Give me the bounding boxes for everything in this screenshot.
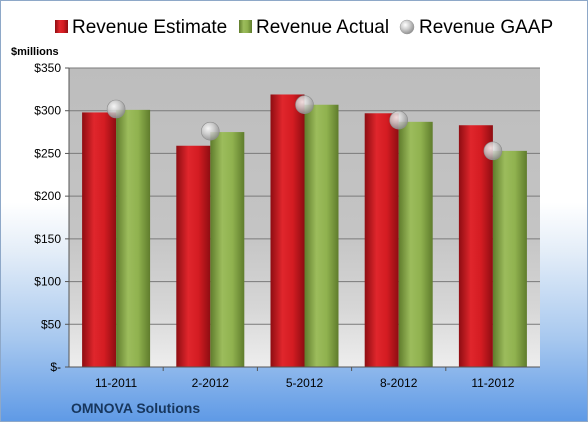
y-tick-label: $100	[34, 275, 61, 289]
gaap-marker	[201, 121, 220, 141]
x-tick-label: 11-2011	[95, 376, 138, 390]
bar-revenue-estimate	[458, 125, 493, 367]
legend-label-estimate: Revenue Estimate	[72, 17, 227, 38]
y-axis-ticks: $- $50 $100 $150 $200 $250 $300 $350	[34, 61, 540, 374]
legend-label-gaap: Revenue GAAP	[419, 17, 553, 38]
x-tick-label: 2-2012	[192, 376, 230, 390]
bar-revenue-actual	[492, 150, 527, 367]
y-tick-label: $250	[34, 146, 61, 160]
gaap-marker	[483, 141, 503, 161]
bar-revenue-estimate	[82, 112, 117, 368]
company-name: OMNOVA Solutions	[71, 400, 200, 416]
gaap-marker	[106, 99, 126, 119]
bar-revenue-actual	[398, 121, 433, 367]
bar-revenue-estimate	[176, 145, 211, 367]
bar-revenue-estimate	[364, 113, 399, 367]
legend-swatch-estimate	[55, 20, 68, 33]
gaap-marker	[389, 110, 409, 130]
x-axis-ticks: 11-2011 2-2012 5-2012 8-2012 11-2012	[95, 367, 515, 390]
gaap-markers	[106, 95, 503, 161]
bars	[82, 94, 527, 368]
y-tick-label: $50	[41, 317, 61, 331]
legend-marker-gaap	[399, 19, 415, 35]
legend-swatch-actual	[239, 20, 252, 33]
x-tick-label: 5-2012	[286, 376, 324, 390]
legend: Revenue Estimate Revenue Actual Revenue …	[55, 17, 553, 38]
y-tick-label: $200	[34, 189, 61, 203]
x-tick-label: 8-2012	[380, 376, 418, 390]
bar-revenue-estimate	[270, 94, 305, 368]
y-tick-label: $300	[34, 104, 61, 118]
y-tick-label: $350	[34, 61, 61, 75]
x-tick-label: 11-2012	[471, 376, 514, 390]
bar-revenue-actual	[116, 109, 151, 368]
bar-revenue-actual	[210, 132, 245, 367]
y-tick-label: $-	[50, 360, 61, 374]
y-axis-unit-label: $millions	[11, 46, 59, 58]
gaap-marker	[295, 95, 314, 115]
bar-revenue-actual	[304, 104, 339, 367]
y-tick-label: $150	[34, 232, 61, 246]
legend-label-actual: Revenue Actual	[256, 17, 389, 38]
